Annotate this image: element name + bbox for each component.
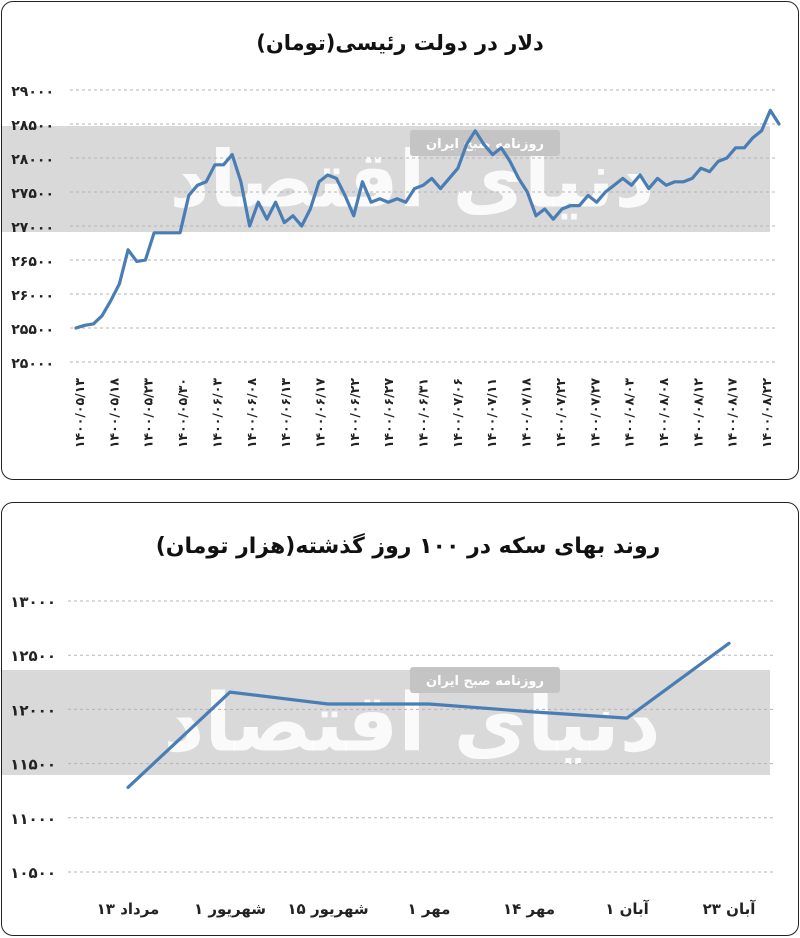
x-tick-label: ۱۴۰۰/۰۵/۲۳ (141, 378, 156, 449)
x-tick-label: ۱۴۰۰/۰۶/۱۷ (312, 378, 327, 449)
x-tick-label: ۱ شهریور (194, 900, 266, 918)
x-tick-label: ۱۵ شهریور (287, 900, 368, 918)
x-tick-label: ۱۴۰۰/۰۷/۱۱ (484, 378, 499, 448)
x-tick-label: ۱۴۰۰/۰۸/۰۸ (656, 378, 671, 449)
dollar-chart-panel: دنیای اقتصاد روزنامه صبح ایران دلار در دول… (1, 1, 799, 480)
x-tick-label: ۱۴۰۰/۰۸/۱۲ (690, 378, 705, 449)
y-tick-label: ۱۱۰۰۰ (10, 810, 56, 828)
x-tick-label: ۱۴۰۰/۰۶/۱۳ (278, 378, 293, 449)
x-tick-label: ۱۴۰۰/۰۶/۲۲ (347, 378, 362, 449)
watermark-badge-bg (410, 130, 560, 156)
x-tick-label: ۱۴۰۰/۰۸/۰۳ (622, 378, 637, 449)
x-tick-label: ۱ آبان (605, 900, 649, 918)
x-tick-label: ۱۴۰۰/۰۶/۲۷ (381, 378, 396, 449)
chart-title: روند بهای سکه در ۱۰۰ روز گذشته(هزار توما… (156, 532, 661, 559)
series-line-dollar (74, 108, 781, 330)
y-tick-label: ۲۷۰۰۰ (11, 220, 54, 236)
watermark-badge: روزنامه صبح ایران (426, 674, 544, 689)
x-tick-label: ۱۴۰۰/۰۶/۰۳ (209, 378, 224, 449)
y-tick-label: ۲۵۰۰۰ (11, 356, 54, 372)
x-tick-label: ۱۴۰۰/۰۶/۳۱ (416, 378, 431, 448)
x-tick-label: ۱۴۰۰/۰۸/۲۲ (759, 378, 774, 449)
x-tick-label: ۱۴۰۰/۰۵/۱۸ (106, 378, 121, 449)
y-tick-label: ۲۸۵۰۰ (11, 118, 54, 134)
coin-chart-panel: دنیای اقتصاد روزنامه صبح ایران روند بهای س… (1, 502, 799, 936)
y-tick-label: ۱۰۵۰۰ (10, 864, 56, 882)
y-tick-label: ۱۳۰۰۰ (10, 593, 56, 611)
watermark-badge-bg (410, 667, 560, 693)
y-tick-label: ۲۶۵۰۰ (11, 254, 54, 270)
x-tick-label: ۱۳ مرداد (97, 900, 160, 918)
x-tick-label: ۱۴۰۰/۰۶/۰۸ (244, 378, 259, 449)
x-tick-label: ۲۳ آبان (703, 900, 757, 918)
x-tick-label: ۱۴۰۰/۰۷/۲۲ (553, 378, 568, 449)
x-tick-label: ۱۴۰۰/۰۷/۰۶ (450, 378, 465, 448)
y-tick-label: ۱۲۵۰۰ (10, 647, 56, 665)
y-tick-label: ۲۵۵۰۰ (11, 322, 54, 338)
y-tick-label: ۲۷۵۰۰ (11, 186, 54, 202)
y-tick-label: ۲۹۰۰۰ (11, 84, 54, 100)
x-tick-label: ۱۴ مهر (503, 900, 555, 918)
x-tick-label: ۱ مهر (408, 900, 451, 918)
chart-title: دلار در دولت رئیسی(تومان) (256, 31, 544, 55)
x-tick-label: ۱۴۰۰/۰۵/۳۰ (175, 378, 190, 448)
x-tick-label: ۱۴۰۰/۰۷/۱۸ (519, 378, 534, 449)
y-tick-label: ۲۸۰۰۰ (11, 152, 54, 168)
watermark-band (2, 670, 770, 775)
x-tick-label: ۱۴۰۰/۰۷/۲۷ (587, 378, 602, 449)
y-tick-label: ۱۱۵۰۰ (10, 756, 56, 774)
y-tick-label: ۱۲۰۰۰ (10, 701, 56, 719)
x-tick-label: ۱۴۰۰/۰۵/۱۳ (72, 378, 87, 449)
x-tick-label: ۱۴۰۰/۰۸/۱۷ (725, 378, 740, 449)
y-tick-label: ۲۶۰۰۰ (11, 288, 54, 304)
